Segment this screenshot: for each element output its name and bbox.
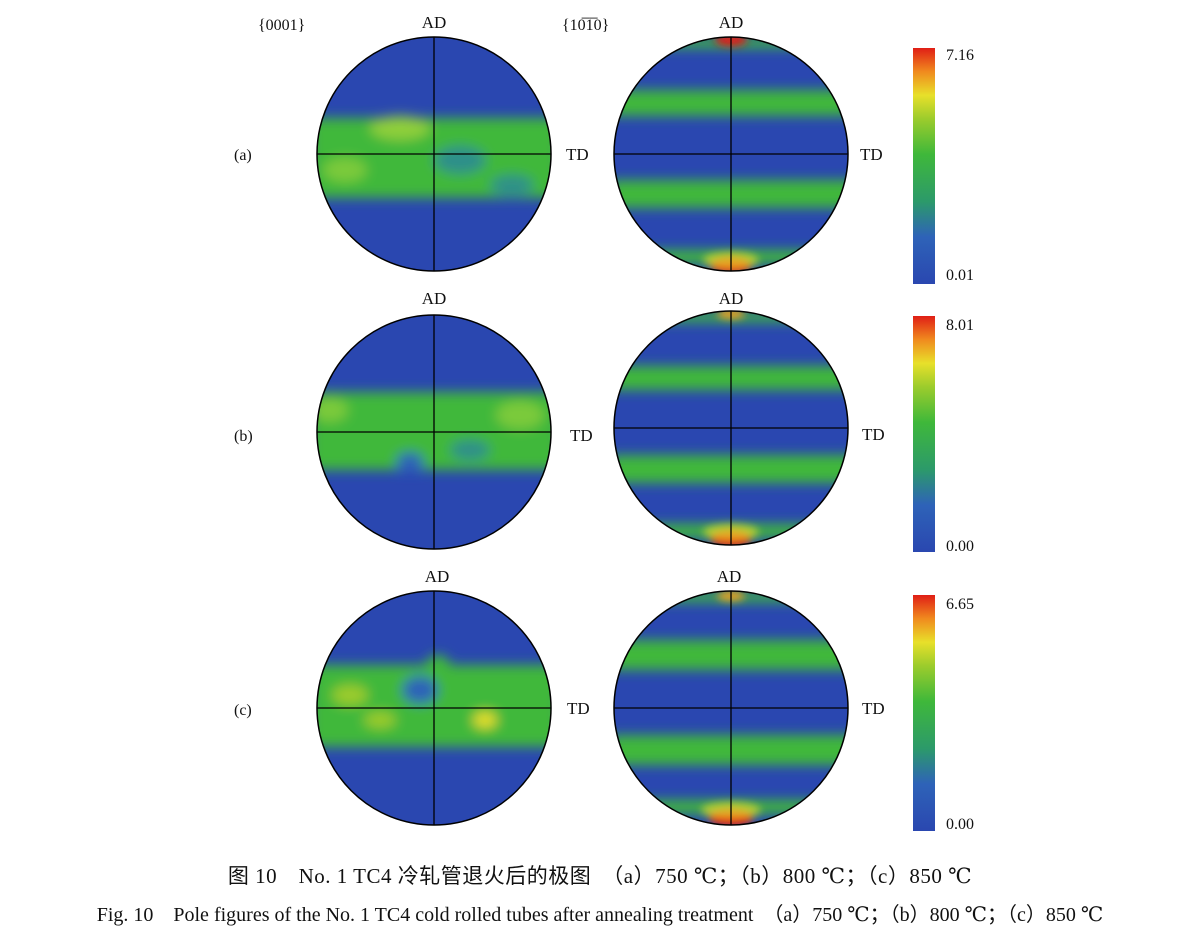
figure-caption-cn: 图 10 No. 1 TC4 冷轧管退火后的极图 （a）750 ℃；（b）800… — [227, 864, 973, 888]
ad-label: AD — [425, 567, 450, 586]
pole-figure-c-10-10 — [614, 591, 848, 825]
ad-label: AD — [422, 289, 447, 308]
pole-figure-b-0001 — [317, 315, 551, 549]
row-label-b: (b) — [234, 428, 253, 445]
td-label: TD — [566, 145, 589, 164]
row-a: (a) AD TD AD TD — [234, 13, 974, 284]
pole-figure-a-10-10 — [614, 37, 848, 271]
td-label: TD — [862, 699, 885, 718]
row-label-c: (c) — [234, 702, 252, 719]
colorbar-b — [913, 316, 935, 552]
colorbar-c-min: 0.00 — [946, 816, 974, 833]
pole-figure-a-0001 — [317, 37, 551, 271]
ad-label: AD — [717, 567, 742, 586]
row-b: (b) AD TD AD TD — [234, 289, 974, 555]
row-label-a: (a) — [234, 147, 252, 164]
colorbar-a-min: 0.01 — [946, 267, 974, 284]
td-label: TD — [570, 426, 593, 445]
figure-caption-en: Fig. 10 Pole figures of the No. 1 TC4 co… — [96, 904, 1104, 926]
td-label: TD — [567, 699, 590, 718]
ad-label: AD — [719, 13, 744, 32]
pole-figure-b-10-10 — [614, 311, 848, 545]
pole-figure-panel: {0001} {10̅1̅0} (a) AD TD AD TD — [234, 13, 974, 833]
colorbar-c — [913, 595, 935, 831]
colorbar-b-min: 0.00 — [946, 538, 974, 555]
col-header-10-10: {10̅1̅0} — [562, 17, 609, 34]
colorbar-b-max: 8.01 — [946, 317, 974, 334]
row-c: (c) AD TD AD TD — [234, 567, 974, 833]
pole-figure-c-0001 — [317, 591, 551, 825]
colorbar-a-max: 7.16 — [946, 47, 974, 64]
td-label: TD — [862, 425, 885, 444]
colorbar-a — [913, 48, 935, 284]
td-label: TD — [860, 145, 883, 164]
colorbar-c-max: 6.65 — [946, 596, 974, 613]
ad-label: AD — [422, 13, 447, 32]
ad-label: AD — [719, 289, 744, 308]
col-header-0001: {0001} — [258, 17, 305, 34]
